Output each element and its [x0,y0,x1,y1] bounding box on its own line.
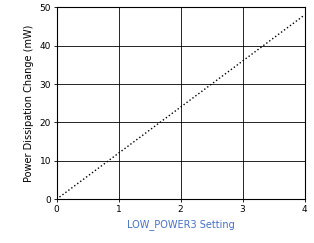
X-axis label: LOW_POWER3 Setting: LOW_POWER3 Setting [127,219,235,230]
Y-axis label: Power Dissipation Change (mW): Power Dissipation Change (mW) [24,25,34,182]
